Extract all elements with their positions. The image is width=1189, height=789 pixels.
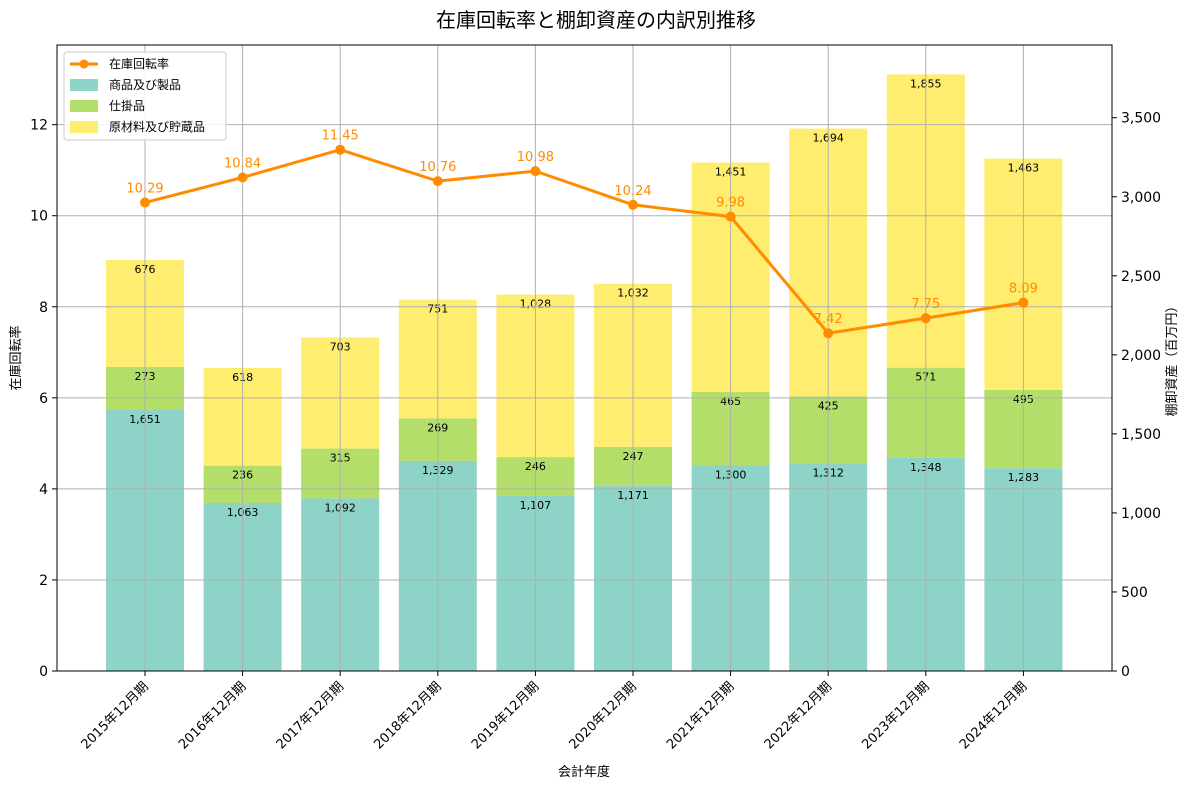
legend-swatch [70, 100, 98, 112]
rate-point [237, 172, 248, 183]
rate-value-label: 9.98 [716, 196, 745, 211]
legend-swatch [70, 121, 98, 133]
rate-line-path [144, 148, 1024, 335]
rate-value-label: 8.09 [1009, 282, 1038, 297]
y-right-tick-label: 3,000 [1121, 190, 1161, 206]
rate-line: 10.29 10.84 11.45 10.76 10.98 10.24 9.98 7.42 7.… [126, 129, 1038, 339]
y-left-tick-label: 2 [39, 573, 48, 589]
rate-point [1018, 297, 1029, 308]
x-tick-label: 2019年12月期 [469, 679, 542, 752]
legend-label: 在庫回転率 [109, 56, 169, 71]
y-left-tick-label: 0 [39, 664, 48, 680]
legend-label: 原材料及び貯蔵品 [109, 120, 205, 134]
x-tick-label: 2024年12月期 [957, 679, 1030, 752]
x-tick-label: 2017年12月期 [274, 679, 347, 752]
x-tick-label: 2021年12月期 [664, 679, 737, 752]
rate-point [725, 211, 736, 222]
rate-value-label: 10.29 [126, 182, 163, 197]
y-left-tick-label: 4 [39, 482, 48, 498]
rate-value-label: 10.24 [614, 184, 651, 199]
rate-point [530, 166, 541, 177]
x-tick-label: 2016年12月期 [176, 679, 249, 752]
y-right-tick-label: 500 [1121, 585, 1148, 601]
x-tick-label: 2023年12月期 [859, 679, 932, 752]
y-left-tick-label: 6 [39, 391, 48, 407]
x-tick-label: 2015年12月期 [79, 679, 152, 752]
legend-swatch [70, 79, 98, 91]
rate-point [335, 144, 346, 155]
legend-label: 仕掛品 [109, 98, 145, 113]
y-right-tick-label: 1,000 [1121, 506, 1161, 522]
rate-value-label: 7.42 [814, 312, 843, 327]
rate-value-label: 10.84 [224, 156, 261, 171]
y-left-tick-label: 10 [30, 209, 48, 225]
rate-value-label: 10.76 [419, 160, 456, 175]
rate-point [628, 199, 638, 210]
legend-box [63, 51, 227, 141]
legend-label: 商品及び製品 [109, 77, 181, 92]
y-right-tick-label: 3,500 [1121, 111, 1161, 127]
rate-value-label: 11.45 [322, 129, 359, 144]
rate-point [140, 197, 150, 208]
x-tick-label: 2018年12月期 [371, 679, 444, 752]
chart-title: 在庫回転率と棚卸資産の内訳別推移 [436, 8, 756, 32]
x-tick-label: 2020年12月期 [567, 679, 640, 752]
y-right-tick-label: 0 [1121, 664, 1130, 680]
y-axis-right-label: 棚卸資産（百万円） [1164, 299, 1180, 416]
rate-point [432, 176, 443, 187]
y-axis-left-label: 在庫回転率 [8, 325, 24, 390]
rate-value-label: 7.75 [911, 297, 940, 312]
legend-marker [79, 59, 89, 69]
x-tick-label: 2022年12月期 [762, 679, 835, 752]
plot-frame [56, 44, 1113, 672]
y-right-tick-label: 2,000 [1121, 348, 1161, 364]
y-left-tick-label: 8 [39, 300, 48, 316]
rate-point [823, 328, 834, 339]
y-right-tick-label: 1,500 [1121, 427, 1161, 443]
rate-value-label: 10.98 [517, 150, 554, 165]
rate-point [920, 313, 931, 324]
y-right-tick-label: 2,500 [1121, 269, 1161, 285]
x-axis-label: 会計年度 [558, 764, 610, 780]
y-left-tick-label: 12 [30, 118, 48, 134]
